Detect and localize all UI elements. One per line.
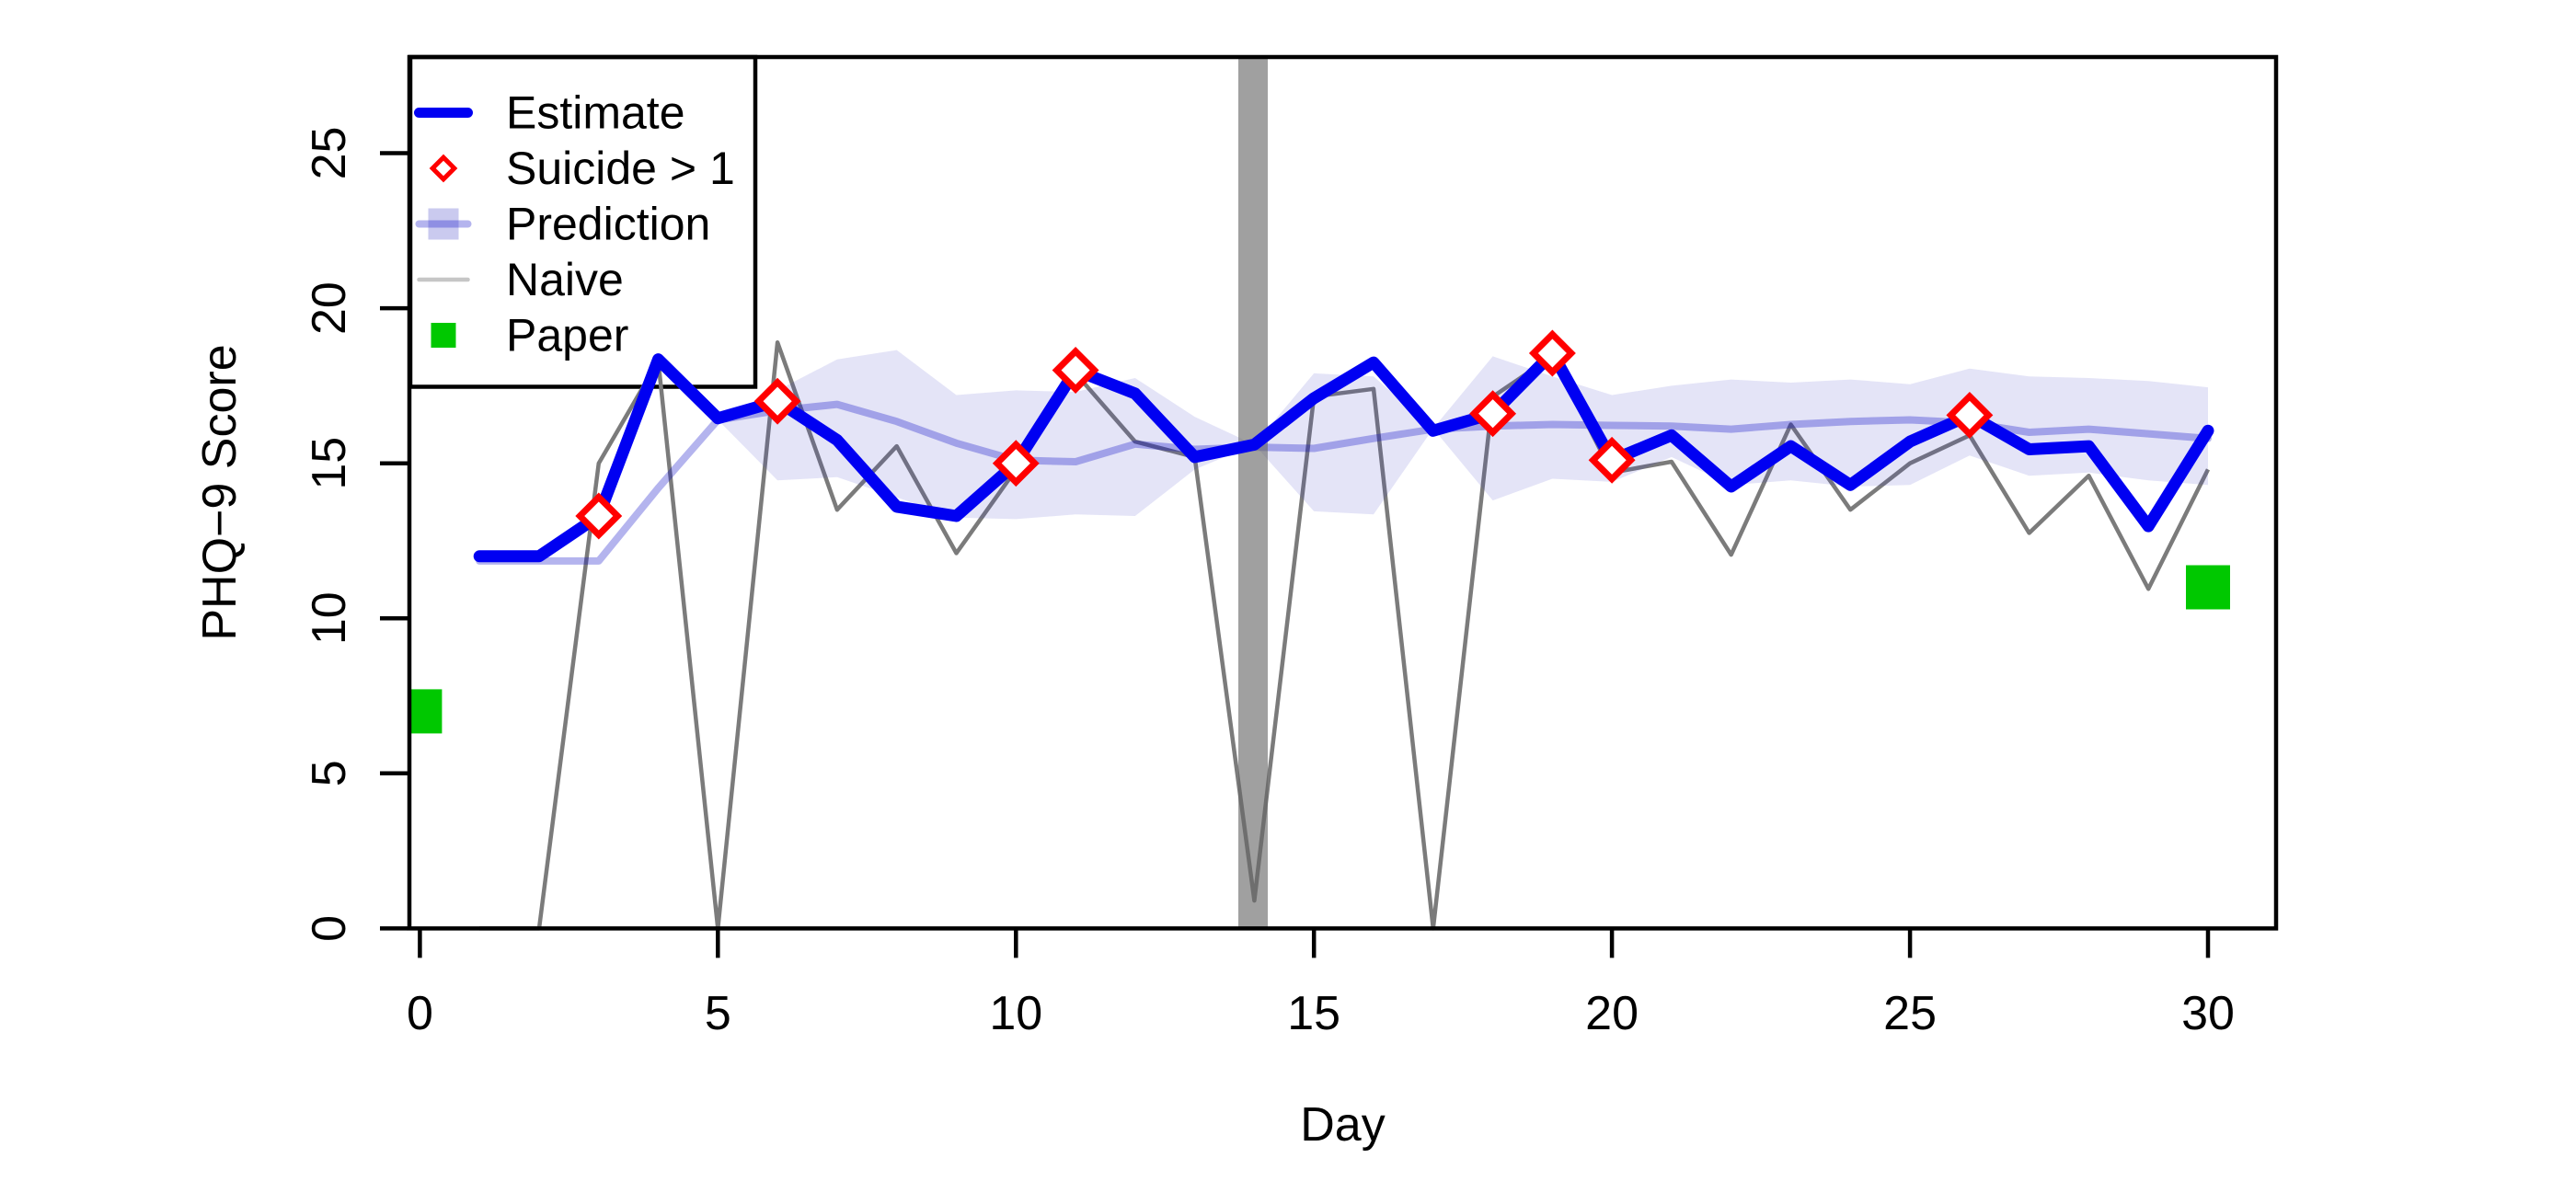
svg-text:Paper: Paper bbox=[506, 310, 628, 361]
svg-text:Prediction: Prediction bbox=[506, 199, 710, 250]
svg-text:5: 5 bbox=[303, 760, 356, 786]
svg-text:25: 25 bbox=[1883, 987, 1937, 1040]
svg-text:Day: Day bbox=[1300, 1098, 1385, 1152]
svg-text:0: 0 bbox=[303, 915, 356, 942]
svg-text:20: 20 bbox=[303, 281, 356, 335]
svg-text:15: 15 bbox=[1287, 987, 1340, 1040]
svg-text:0: 0 bbox=[407, 987, 433, 1040]
svg-text:5: 5 bbox=[705, 987, 731, 1040]
svg-text:PHQ−9 Score: PHQ−9 Score bbox=[193, 344, 247, 640]
svg-text:10: 10 bbox=[303, 591, 356, 645]
svg-text:Suicide > 1: Suicide > 1 bbox=[506, 143, 735, 194]
svg-text:30: 30 bbox=[2181, 987, 2235, 1040]
svg-text:25: 25 bbox=[303, 127, 356, 180]
svg-text:20: 20 bbox=[1585, 987, 1639, 1040]
svg-text:10: 10 bbox=[989, 987, 1042, 1040]
svg-text:15: 15 bbox=[303, 437, 356, 490]
svg-text:Naive: Naive bbox=[506, 254, 624, 305]
svg-text:Estimate: Estimate bbox=[506, 87, 685, 139]
